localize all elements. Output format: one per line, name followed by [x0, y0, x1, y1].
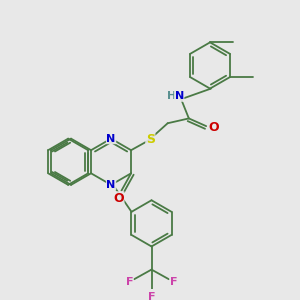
Text: F: F	[170, 277, 177, 287]
Text: N: N	[106, 134, 116, 144]
Text: S: S	[146, 133, 155, 146]
Text: H: H	[167, 91, 176, 101]
Text: O: O	[208, 121, 219, 134]
Text: O: O	[113, 192, 124, 205]
Text: N: N	[175, 91, 184, 101]
Text: F: F	[126, 277, 133, 287]
Text: F: F	[148, 292, 155, 300]
Text: N: N	[106, 180, 116, 190]
